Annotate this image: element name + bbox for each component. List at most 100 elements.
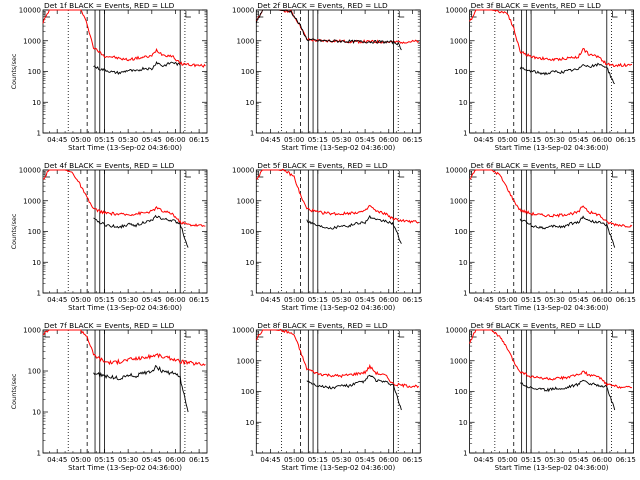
x-tick-label: 06:15 (616, 296, 636, 304)
x-axis-label: Start Time (13-Sep-02 04:36:00) (495, 464, 609, 472)
x-tick-label: 05:45 (355, 456, 375, 464)
x-tick-label: 06:00 (165, 456, 185, 464)
y-tick-label: 1 (463, 290, 467, 298)
y-tick-label: 10000 (19, 167, 41, 175)
series-line-events (519, 62, 615, 85)
y-tick-label: 1 (463, 130, 467, 138)
x-tick-label: 06:15 (616, 136, 636, 144)
plot-frame (255, 9, 421, 134)
y-tick-label: 1 (250, 450, 254, 458)
x-tick-label: 04:45 (47, 296, 67, 304)
x-tick-label: 05:00 (497, 136, 517, 144)
x-tick-label: 06:15 (189, 296, 209, 304)
x-tick-label: 05:30 (331, 456, 351, 464)
series-line-lld (255, 328, 420, 389)
series-line-lld (256, 168, 420, 224)
y-tick-label: 100 (241, 228, 254, 236)
corner-marker (398, 171, 405, 178)
corner-marker (471, 11, 477, 18)
corner-marker (471, 331, 477, 338)
x-axis-label: Start Time (13-Sep-02 04:36:00) (68, 144, 182, 152)
y-tick-label: 10000 (232, 327, 254, 335)
x-tick-label: 06:15 (616, 456, 636, 464)
x-tick-label: 05:30 (118, 136, 138, 144)
series-line-lld (42, 9, 206, 68)
chart-panel-8: Det 8f BLACK = Events, RED = LLD 1 10 100 10… (232, 321, 422, 472)
corner-marker (612, 171, 618, 178)
x-tick-label: 05:45 (355, 136, 375, 144)
x-tick-label: 05:15 (308, 456, 328, 464)
corner-marker (398, 11, 405, 18)
x-tick-label: 06:00 (165, 136, 185, 144)
series-line-lld (469, 329, 633, 389)
y-tick-label: 100 (454, 228, 467, 236)
corner-marker (185, 331, 191, 338)
y-tick-label: 1000 (450, 37, 468, 45)
y-tick-label: 1 (250, 130, 254, 138)
x-tick-label: 05:45 (142, 136, 162, 144)
x-tick-label: 06:00 (165, 296, 185, 304)
x-tick-label: 05:00 (284, 296, 304, 304)
y-tick-label: 1000 (23, 37, 41, 45)
x-tick-label: 05:00 (71, 136, 91, 144)
x-tick-label: 05:00 (71, 456, 91, 464)
chart-title: Det 5f BLACK = Events, RED = LLD (257, 161, 388, 170)
x-tick-label: 05:45 (568, 296, 588, 304)
series-line-lld (469, 9, 633, 68)
chart-title: Det 8f BLACK = Events, RED = LLD (257, 321, 388, 330)
y-tick-label: 10000 (19, 7, 41, 15)
x-tick-label: 05:45 (142, 296, 162, 304)
series-line-lld (42, 329, 206, 366)
y-tick-label: 10 (245, 419, 254, 427)
chart-title: Det 4f BLACK = Events, RED = LLD (44, 161, 175, 170)
x-tick-label: 05:45 (355, 296, 375, 304)
x-tick-label: 05:15 (521, 296, 541, 304)
chart-panel-7: Det 7f BLACK = Events, RED = LLD 1 10 100 10… (10, 321, 209, 472)
series-line-events (93, 214, 189, 248)
series-line-lld (469, 169, 633, 228)
x-tick-label: 06:00 (379, 296, 399, 304)
y-tick-label: 1000 (23, 197, 41, 205)
y-tick-label: 100 (241, 68, 254, 76)
x-tick-label: 04:45 (260, 136, 280, 144)
x-tick-label: 05:00 (284, 456, 304, 464)
x-tick-label: 04:45 (260, 456, 280, 464)
chart-title: Det 7f BLACK = Events, RED = LLD (44, 321, 175, 330)
x-axis-label: Start Time (13-Sep-02 04:36:00) (281, 144, 395, 152)
corner-marker (612, 331, 618, 338)
x-tick-label: 05:00 (284, 136, 304, 144)
series-line-events (255, 9, 402, 51)
series-line-events (93, 364, 189, 413)
chart-panel-4: Det 4f BLACK = Events, RED = LLD 1 10 100 10… (10, 161, 209, 312)
y-tick-label: 1 (250, 290, 254, 298)
x-tick-label: 05:15 (521, 136, 541, 144)
x-axis-label: Start Time (13-Sep-02 04:36:00) (495, 144, 609, 152)
corner-marker (257, 331, 264, 338)
chart-title: Det 9f BLACK = Events, RED = LLD (471, 321, 602, 330)
x-tick-label: 05:30 (331, 136, 351, 144)
x-tick-label: 06:00 (592, 456, 612, 464)
y-axis-label: Counts/sec (10, 213, 18, 249)
x-tick-label: 05:15 (521, 456, 541, 464)
x-tick-label: 05:15 (308, 296, 328, 304)
x-axis-label: Start Time (13-Sep-02 04:36:00) (68, 464, 182, 472)
y-tick-label: 100 (454, 68, 467, 76)
chart-panel-1: Det 1f BLACK = Events, RED = LLD 1 10 100 10… (10, 1, 209, 152)
y-axis-label: Counts/sec (10, 373, 18, 409)
x-tick-label: 04:45 (474, 456, 494, 464)
x-tick-label: 04:45 (260, 296, 280, 304)
chart-panel-9: Det 9f BLACK = Events, RED = LLD 1 10 100 10… (445, 321, 635, 472)
chart-panel-6: Det 6f BLACK = Events, RED = LLD 1 10 100 10… (445, 161, 635, 312)
y-tick-label: 1 (37, 450, 41, 458)
x-tick-label: 05:30 (331, 296, 351, 304)
x-tick-label: 05:45 (568, 136, 588, 144)
y-tick-label: 1 (463, 450, 467, 458)
x-tick-label: 06:00 (592, 296, 612, 304)
y-tick-label: 1000 (23, 327, 41, 335)
series-line-lld (42, 169, 206, 227)
y-tick-label: 100 (454, 388, 467, 396)
x-tick-label: 06:00 (379, 456, 399, 464)
x-tick-label: 06:00 (379, 136, 399, 144)
y-tick-label: 1000 (236, 197, 254, 205)
y-tick-label: 10000 (445, 167, 467, 175)
